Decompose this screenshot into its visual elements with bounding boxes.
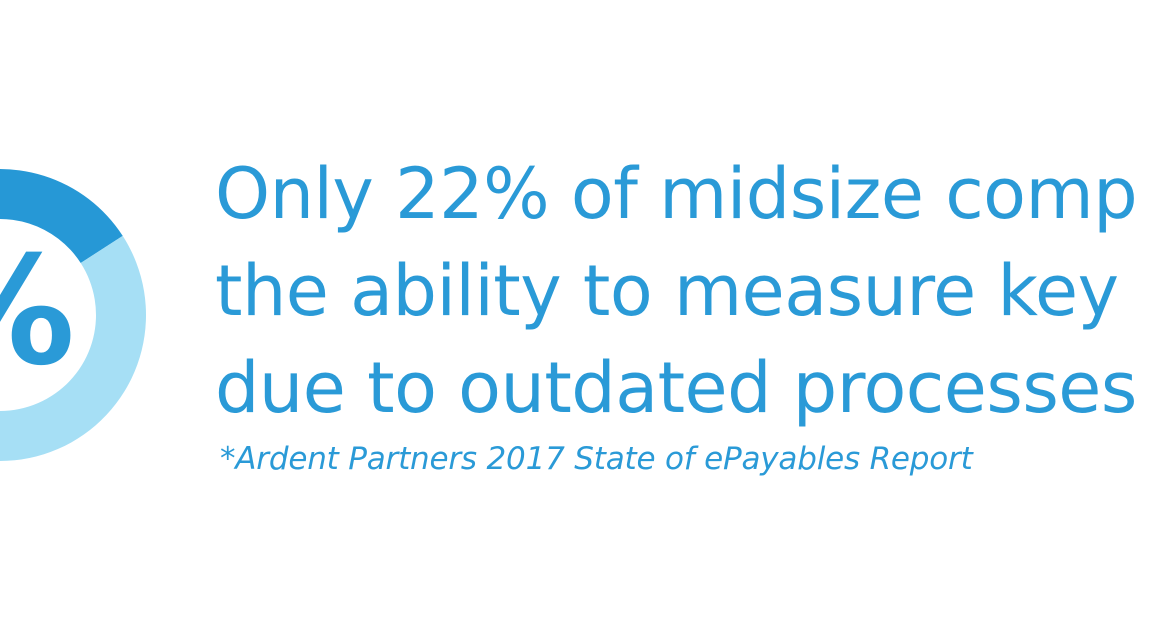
donut-center-label: % [0, 225, 75, 399]
donut-slice-1 [0, 169, 123, 263]
donut-slice-2 [0, 235, 146, 461]
headline-line-1: Only 22% of midsize comp [215, 153, 1138, 235]
headline-statement: Only 22% of midsize comp the ability to … [215, 146, 1170, 437]
headline-line-2: the ability to measure key [215, 250, 1119, 332]
headline-line-3: due to outdated processes [215, 347, 1137, 429]
source-citation: *Ardent Partners 2017 State of ePayables… [220, 441, 973, 477]
donut-slices [0, 169, 146, 461]
